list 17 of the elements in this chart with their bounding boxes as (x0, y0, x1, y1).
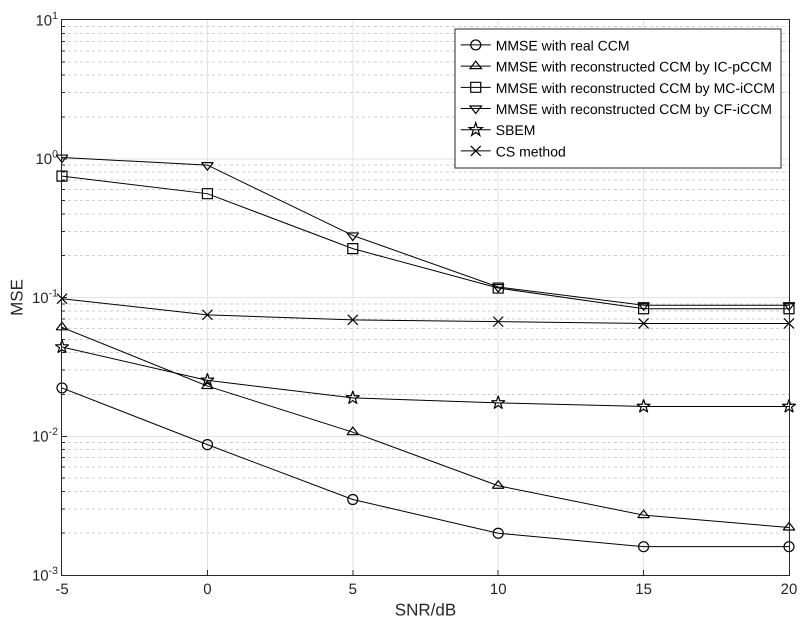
legend-label: CS method (496, 143, 566, 160)
legend-label: MMSE with reconstructed CCM by CF-iCCM (496, 100, 772, 117)
x-tick-label: 10 (490, 581, 507, 598)
x-tick-label: 20 (780, 581, 798, 598)
legend-label: MMSE with real CCM (496, 37, 630, 54)
x-tick-label: 0 (203, 581, 212, 598)
legend-label: MMSE with reconstructed CCM by IC-pCCM (496, 58, 772, 75)
y-tick-label: 10$^{-1}$ (32, 287, 58, 307)
y-tick-label: 10$^{-2}$ (32, 426, 58, 446)
x-tick-label: 5 (348, 581, 357, 598)
x-tick-label: 15 (635, 581, 652, 598)
legend-label: SBEM (496, 122, 536, 138)
y-tick-label: 10$^{0}$ (35, 148, 58, 168)
y-tick-label: 10$^{1}$ (35, 10, 58, 30)
y-axis-title: MSE (8, 279, 27, 316)
x-axis-title: SNR/dB (394, 600, 456, 620)
legend-label: MMSE with reconstructed CCM by MC-iCCM (496, 80, 775, 96)
